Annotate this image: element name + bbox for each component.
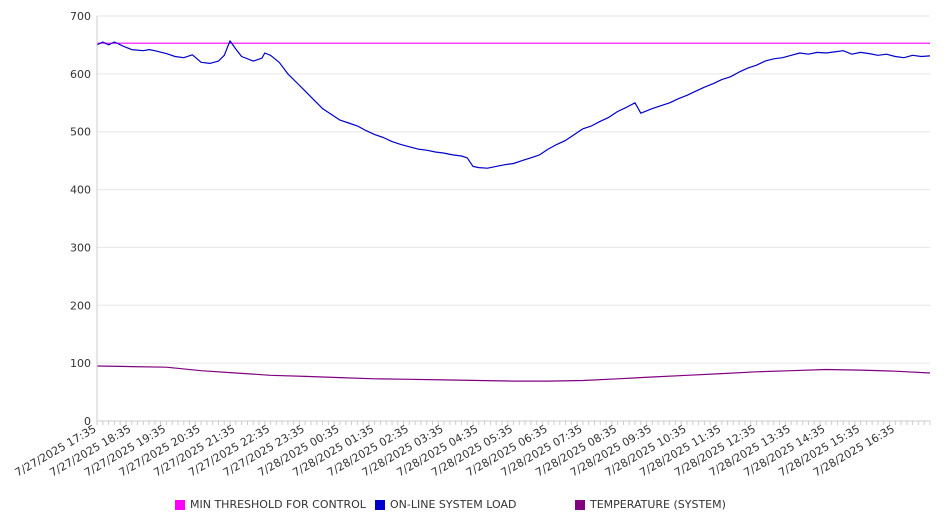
legend-label-temperature: TEMPERATURE (SYSTEM)	[590, 498, 726, 511]
legend-label-system-load: ON-LINE SYSTEM LOAD	[390, 498, 517, 511]
y-tick-label: 0	[84, 415, 91, 428]
y-axis-tick-labels: 0 100 200 300 400 500 600 700	[70, 10, 91, 428]
gridlines	[97, 15, 930, 364]
series-lines	[96, 40, 931, 382]
series-line-system-load	[96, 40, 931, 169]
y-tick-label: 100	[70, 357, 91, 370]
y-tick-label: 500	[70, 126, 91, 139]
series-line-temperature	[96, 365, 931, 382]
x-axis-ticks	[96, 421, 931, 425]
y-tick-label: 200	[70, 299, 91, 312]
x-axis-tick-labels: 7/27/2025 17:357/27/2025 18:357/27/2025 …	[13, 422, 897, 479]
y-tick-label: 700	[70, 10, 91, 23]
legend-swatch-temperature	[575, 499, 585, 510]
y-tick-label: 300	[70, 241, 91, 254]
legend-swatch-system-load	[375, 499, 385, 510]
y-tick-label: 400	[70, 184, 91, 197]
legend-item-threshold[interactable]: MIN THRESHOLD FOR CONTROL	[175, 498, 366, 511]
legend-item-temperature[interactable]: TEMPERATURE (SYSTEM)	[575, 498, 726, 511]
legend-swatch-threshold	[175, 499, 185, 510]
legend: MIN THRESHOLD FOR CONTROL ON-LINE SYSTEM…	[0, 498, 946, 514]
legend-item-system-load[interactable]: ON-LINE SYSTEM LOAD	[375, 498, 516, 511]
y-tick-label: 600	[70, 68, 91, 81]
legend-label-threshold: MIN THRESHOLD FOR CONTROL	[190, 498, 366, 511]
